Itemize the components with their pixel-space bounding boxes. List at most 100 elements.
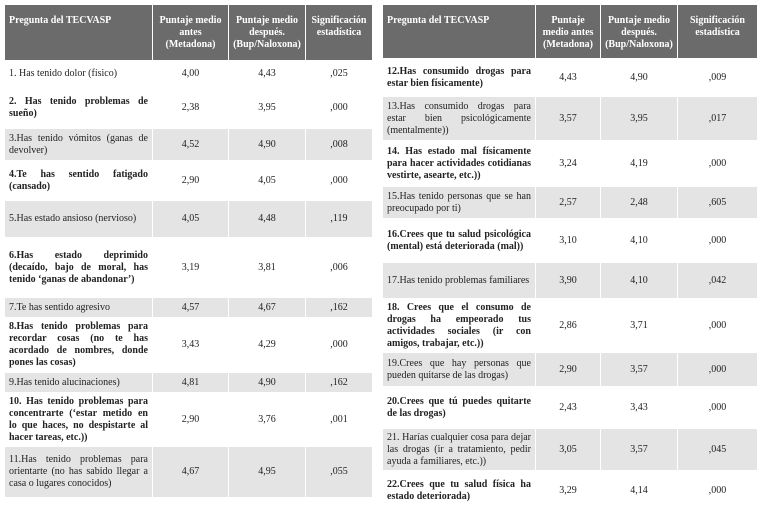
table-row: 15.Has tenido personas que se han preocu… <box>382 186 758 219</box>
value-cell: ,009 <box>677 58 758 97</box>
header-cell: Significación estadística <box>677 4 758 59</box>
question-cell: 1. Has tenido dolor (físico) <box>4 60 153 87</box>
value-cell: ,006 <box>305 237 373 298</box>
value-cell: 3,57 <box>535 96 601 141</box>
question-cell: 12.Has consumido drogas para estar bien … <box>382 58 536 97</box>
table-row: 22.Crees que tu salud física ha estado d… <box>382 470 758 511</box>
value-cell: 2,86 <box>535 298 601 353</box>
question-cell: 6.Has estado deprimido (decaído, bajo de… <box>4 237 153 298</box>
question-cell: 17.Has tenido problemas familiares <box>382 262 536 299</box>
question-cell: 15.Has tenido personas que se han preocu… <box>382 186 536 219</box>
table-row: 17.Has tenido problemas familiares 3,90 4,… <box>382 262 758 299</box>
value-cell: 3,81 <box>228 237 306 298</box>
value-cell: 3,57 <box>600 352 678 387</box>
table-row: 9.Has tenido alucinaciones) 4,81 4,90,162 <box>4 372 373 393</box>
table-row: 5.Has estado ansioso (nervioso) 4,05 4,48,… <box>4 200 373 238</box>
question-cell: 22.Crees que tu salud física ha estado d… <box>382 470 536 511</box>
question-cell: 14. Has estado mal físicamente para hace… <box>382 140 536 187</box>
value-cell: 4,57 <box>152 297 229 318</box>
value-cell: 4,43 <box>535 58 601 97</box>
table-row: 10. Has tenido problemas para concentrar… <box>4 392 373 447</box>
value-cell: 3,95 <box>600 96 678 141</box>
value-cell: 4,10 <box>600 262 678 299</box>
value-cell: ,162 <box>305 297 373 318</box>
value-cell: 2,90 <box>152 392 229 447</box>
table-row: 18. Crees que el consumo de drogas ha em… <box>382 298 758 353</box>
value-cell: ,000 <box>677 218 758 263</box>
value-cell: 3,24 <box>535 140 601 187</box>
value-cell: 2,48 <box>600 186 678 219</box>
value-cell: ,000 <box>305 317 373 373</box>
value-cell: 3,95 <box>228 86 306 129</box>
value-cell: 3,43 <box>600 386 678 429</box>
value-cell: 4,95 <box>228 446 306 498</box>
value-cell: 4,52 <box>152 128 229 161</box>
value-cell: 3,43 <box>152 317 229 373</box>
question-cell: 19.Crees que hay personas que pueden qui… <box>382 352 536 387</box>
value-cell: 2,43 <box>535 386 601 429</box>
header-cell: Puntaje medio después. (Bup/Naloxona) <box>228 4 306 61</box>
table-row: 16.Crees que tu salud psicológica (menta… <box>382 218 758 263</box>
header-cell: Pregunta del TECVASP <box>382 4 536 59</box>
value-cell: 4,48 <box>228 200 306 238</box>
header-cell: Puntaje medio antes (Metadona) <box>535 4 601 59</box>
table-right: Pregunta del TECVASP Puntaje medio antes … <box>382 4 758 511</box>
table-left: Pregunta del TECVASP Puntaje medio antes … <box>4 4 373 498</box>
value-cell: 4,10 <box>600 218 678 263</box>
question-cell: 9.Has tenido alucinaciones) <box>4 372 153 393</box>
header-cell: Significación estadística <box>305 4 373 61</box>
value-cell: 2,38 <box>152 86 229 129</box>
question-cell: 4.Te has sentido fatigado (cansado) <box>4 160 153 201</box>
value-cell: 3,90 <box>535 262 601 299</box>
value-cell: 2,90 <box>152 160 229 201</box>
value-cell: 4,67 <box>152 446 229 498</box>
value-cell: 2,57 <box>535 186 601 219</box>
value-cell: 3,10 <box>535 218 601 263</box>
table-row: 3.Has tenido vómitos (ganas de devolver)… <box>4 128 373 161</box>
question-cell: 20.Crees que tú puedes quitarte de las d… <box>382 386 536 429</box>
table-row: 19.Crees que hay personas que pueden qui… <box>382 352 758 387</box>
value-cell: ,008 <box>305 128 373 161</box>
value-cell: ,017 <box>677 96 758 141</box>
table-row: 14. Has estado mal físicamente para hace… <box>382 140 758 187</box>
question-cell: 13.Has consumido drogas para estar bien … <box>382 96 536 141</box>
table-row: 2. Has tenido problemas de sueño) 2,38 3,9… <box>4 86 373 129</box>
value-cell: ,162 <box>305 372 373 393</box>
question-cell: 2. Has tenido problemas de sueño) <box>4 86 153 129</box>
question-cell: 5.Has estado ansioso (nervioso) <box>4 200 153 238</box>
table-row: 13.Has consumido drogas para estar bien … <box>382 96 758 141</box>
header-cell: Pregunta del TECVASP <box>4 4 153 61</box>
value-cell: 4,90 <box>600 58 678 97</box>
table-row: 6.Has estado deprimido (decaído, bajo de… <box>4 237 373 298</box>
question-cell: 16.Crees que tu salud psicológica (menta… <box>382 218 536 263</box>
header-cell: Puntaje medio después. (Bup/Naloxona) <box>600 4 678 59</box>
value-cell: ,605 <box>677 186 758 219</box>
value-cell: 2,90 <box>535 352 601 387</box>
value-cell: ,000 <box>677 352 758 387</box>
value-cell: ,025 <box>305 60 373 87</box>
value-cell: ,055 <box>305 446 373 498</box>
table-row: 7.Te has sentido agresivo 4,57 4,67,162 <box>4 297 373 318</box>
value-cell: 3,57 <box>600 428 678 471</box>
value-cell: 3,29 <box>535 470 601 511</box>
value-cell: ,000 <box>305 86 373 129</box>
value-cell: 4,43 <box>228 60 306 87</box>
question-cell: 7.Te has sentido agresivo <box>4 297 153 318</box>
value-cell: ,000 <box>305 160 373 201</box>
table-row: 4.Te has sentido fatigado (cansado) 2,90 4… <box>4 160 373 201</box>
value-cell: 3,76 <box>228 392 306 447</box>
value-cell: 4,14 <box>600 470 678 511</box>
table-row: 12.Has consumido drogas para estar bien … <box>382 58 758 97</box>
value-cell: ,000 <box>677 140 758 187</box>
value-cell: 3,05 <box>535 428 601 471</box>
header-cell: Puntaje medio antes (Metadona) <box>152 4 229 61</box>
value-cell: 3,71 <box>600 298 678 353</box>
table-row: 11.Has tenido problemas para orientarte … <box>4 446 373 498</box>
value-cell: 4,90 <box>228 372 306 393</box>
question-cell: 21. Harías cualquier cosa para dejar las… <box>382 428 536 471</box>
table-row: 21. Harías cualquier cosa para dejar las… <box>382 428 758 471</box>
value-cell: 4,29 <box>228 317 306 373</box>
value-cell: ,000 <box>677 470 758 511</box>
value-cell: 3,19 <box>152 237 229 298</box>
